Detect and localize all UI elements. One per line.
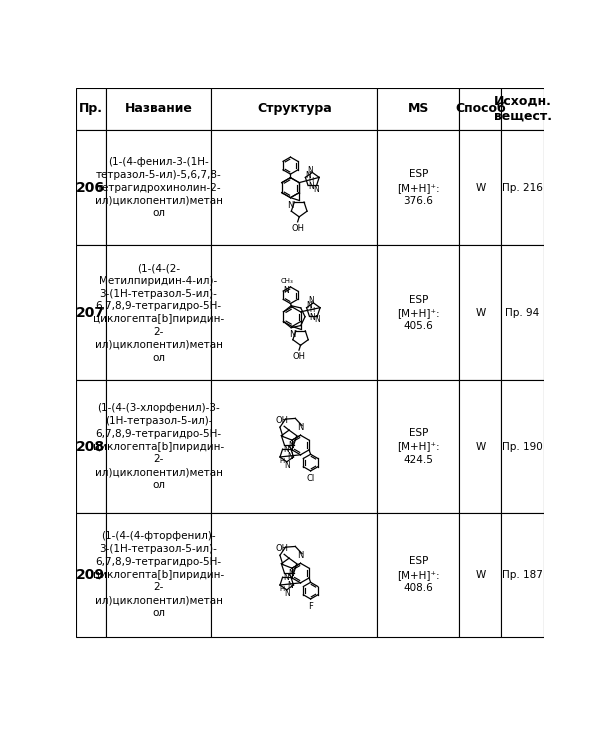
Text: N: N (288, 441, 294, 450)
Text: Cl: Cl (306, 474, 315, 483)
Bar (378, 88, 460, 130)
Text: ESP
[M+H]⁺:
408.6: ESP [M+H]⁺: 408.6 (397, 556, 440, 593)
Text: H: H (309, 307, 315, 313)
Bar (106, 512, 211, 637)
Text: 207: 207 (76, 306, 105, 320)
Text: H: H (308, 177, 313, 183)
Text: F: F (308, 602, 313, 611)
Text: W: W (475, 569, 486, 580)
Text: (1-(4-(2-
Метилпиридин-4-ил)-
3-(1Н-тетразол-5-ил)-
6,7,8,9-тетрагидро-5Н-
цикло: (1-(4-(2- Метилпиридин-4-ил)- 3-(1Н-тетр… (93, 263, 224, 363)
Bar (501, 88, 544, 130)
Bar (76, 88, 106, 130)
Text: Пр. 187: Пр. 187 (502, 569, 543, 580)
Text: Пр. 94: Пр. 94 (506, 308, 539, 318)
Bar (76, 130, 106, 246)
Bar (501, 130, 544, 246)
Text: Название: Название (124, 102, 193, 115)
Bar (76, 246, 106, 380)
Bar (211, 380, 378, 512)
Bar (501, 246, 544, 380)
Text: (1-(4-(3-хлорфенил)-3-
(1Н-тетразол-5-ил)-
6,7,8,9-тетрагидро-5Н-
циклогепта[b]п: (1-(4-(3-хлорфенил)-3- (1Н-тетразол-5-ил… (93, 404, 224, 490)
Text: Способ: Способ (455, 102, 506, 115)
Text: W: W (475, 442, 486, 452)
Bar (76, 380, 106, 512)
Bar (378, 512, 460, 637)
Text: N: N (283, 286, 289, 295)
Text: OH: OH (275, 416, 288, 425)
Text: N: N (308, 296, 314, 305)
Text: Пр.: Пр. (79, 102, 103, 115)
Bar (211, 88, 378, 130)
Text: 208: 208 (76, 439, 105, 453)
Bar (378, 130, 460, 246)
Text: N: N (288, 452, 294, 461)
Bar (211, 130, 378, 246)
Bar (76, 512, 106, 637)
Bar (378, 380, 460, 512)
Bar (460, 246, 501, 380)
Bar (460, 512, 501, 637)
Bar (460, 88, 501, 130)
Bar (106, 246, 211, 380)
Text: N: N (288, 569, 294, 577)
Bar (106, 88, 211, 130)
Text: N: N (288, 201, 294, 210)
Bar (106, 130, 211, 246)
Text: N: N (297, 551, 304, 560)
Text: W: W (475, 183, 486, 193)
Text: N: N (313, 185, 320, 194)
Text: N: N (284, 589, 290, 598)
Text: N: N (283, 444, 289, 454)
Text: N: N (307, 166, 313, 175)
Bar (106, 380, 211, 512)
Text: ESP
[M+H]⁺:
405.6: ESP [M+H]⁺: 405.6 (397, 295, 440, 331)
Bar (211, 512, 378, 637)
Text: CH₃: CH₃ (281, 278, 294, 284)
Text: Пр. 190: Пр. 190 (502, 442, 543, 452)
Bar (460, 380, 501, 512)
Text: MS: MS (408, 102, 429, 115)
Text: 209: 209 (76, 567, 105, 582)
Bar (501, 380, 544, 512)
Text: Структура: Структура (257, 102, 332, 115)
Text: (1-(4-(4-фторфенил)-
3-(1Н-тетразол-5-ил)-
6,7,8,9-тетрагидро-5Н-
циклогепта[b]п: (1-(4-(4-фторфенил)- 3-(1Н-тетразол-5-ил… (93, 531, 224, 618)
Text: N: N (284, 461, 290, 470)
Text: H: H (280, 586, 284, 592)
Text: N: N (309, 313, 315, 322)
Text: (1-(4-фенил-3-(1Н-
тетразол-5-ил)-5,6,7,8-
тетрагидрохинолин-2-
ил)циклопентил)м: (1-(4-фенил-3-(1Н- тетразол-5-ил)-5,6,7,… (95, 157, 223, 219)
Bar (460, 130, 501, 246)
Text: W: W (475, 308, 486, 318)
Text: N: N (306, 301, 312, 310)
Text: Исходн.
вещест.: Исходн. вещест. (493, 95, 551, 123)
Bar (378, 246, 460, 380)
Text: ESP
[M+H]⁺:
424.5: ESP [M+H]⁺: 424.5 (397, 428, 440, 465)
Text: ESP
[M+H]⁺:
376.6: ESP [M+H]⁺: 376.6 (397, 170, 440, 206)
Bar (211, 246, 378, 380)
Text: N: N (308, 183, 314, 192)
Text: N: N (305, 170, 310, 180)
Bar (501, 512, 544, 637)
Text: N: N (315, 315, 320, 324)
Text: 206: 206 (76, 181, 105, 194)
Text: N: N (297, 423, 304, 432)
Text: N: N (283, 572, 289, 582)
Text: N: N (288, 580, 294, 589)
Text: OH: OH (292, 352, 306, 361)
Text: N: N (289, 330, 295, 338)
Text: OH: OH (291, 224, 304, 233)
Text: Пр. 216: Пр. 216 (502, 183, 543, 193)
Text: OH: OH (275, 544, 288, 553)
Text: H: H (280, 458, 284, 464)
